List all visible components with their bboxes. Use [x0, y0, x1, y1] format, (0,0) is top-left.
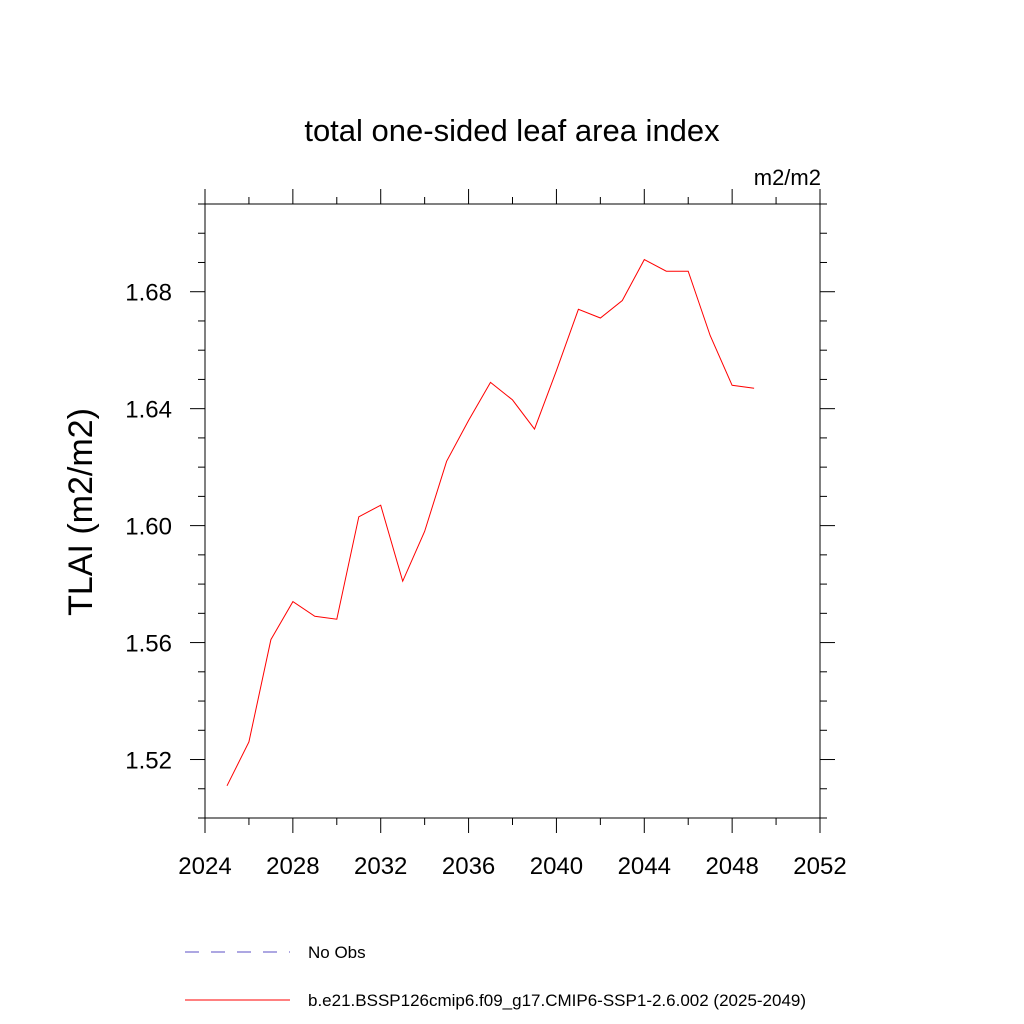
series-line-0	[226, 258, 755, 787]
y-tick-label: 1.68	[125, 280, 172, 307]
x-tick-label: 2044	[618, 853, 671, 880]
x-tick-label: 2048	[705, 853, 758, 880]
legend: No Obs b.e21.BSSP126cmip6.f09_g17.CMIP6-…	[185, 943, 806, 1010]
y-tick-label: 1.52	[125, 748, 172, 775]
y-tick-label: 1.60	[125, 514, 172, 541]
series-layer	[226, 258, 755, 787]
x-tick-label: 2032	[354, 853, 407, 880]
x-tick-label: 2052	[793, 853, 846, 880]
chart-title: total one-sided leaf area index	[304, 113, 720, 148]
x-tick-label: 2036	[442, 853, 495, 880]
x-tick-label: 2040	[530, 853, 583, 880]
x-tick-label: 2028	[266, 853, 319, 880]
y-tick-label: 1.64	[125, 397, 172, 424]
legend-label-model: b.e21.BSSP126cmip6.f09_g17.CMIP6-SSP1-2.…	[308, 991, 806, 1010]
x-axis: 2024 2028 2032 2036 2040 2044 2048 2052	[178, 189, 847, 880]
legend-label-no-obs: No Obs	[308, 943, 366, 962]
units-label: m2/m2	[754, 165, 821, 190]
y-axis-label: TLAI (m2/m2)	[62, 408, 100, 616]
y-axis: 1.52 1.56 1.60 1.64 1.68	[125, 203, 835, 819]
y-tick-label: 1.56	[125, 631, 172, 658]
x-tick-label: 2024	[178, 853, 231, 880]
plot-frame	[204, 203, 821, 819]
